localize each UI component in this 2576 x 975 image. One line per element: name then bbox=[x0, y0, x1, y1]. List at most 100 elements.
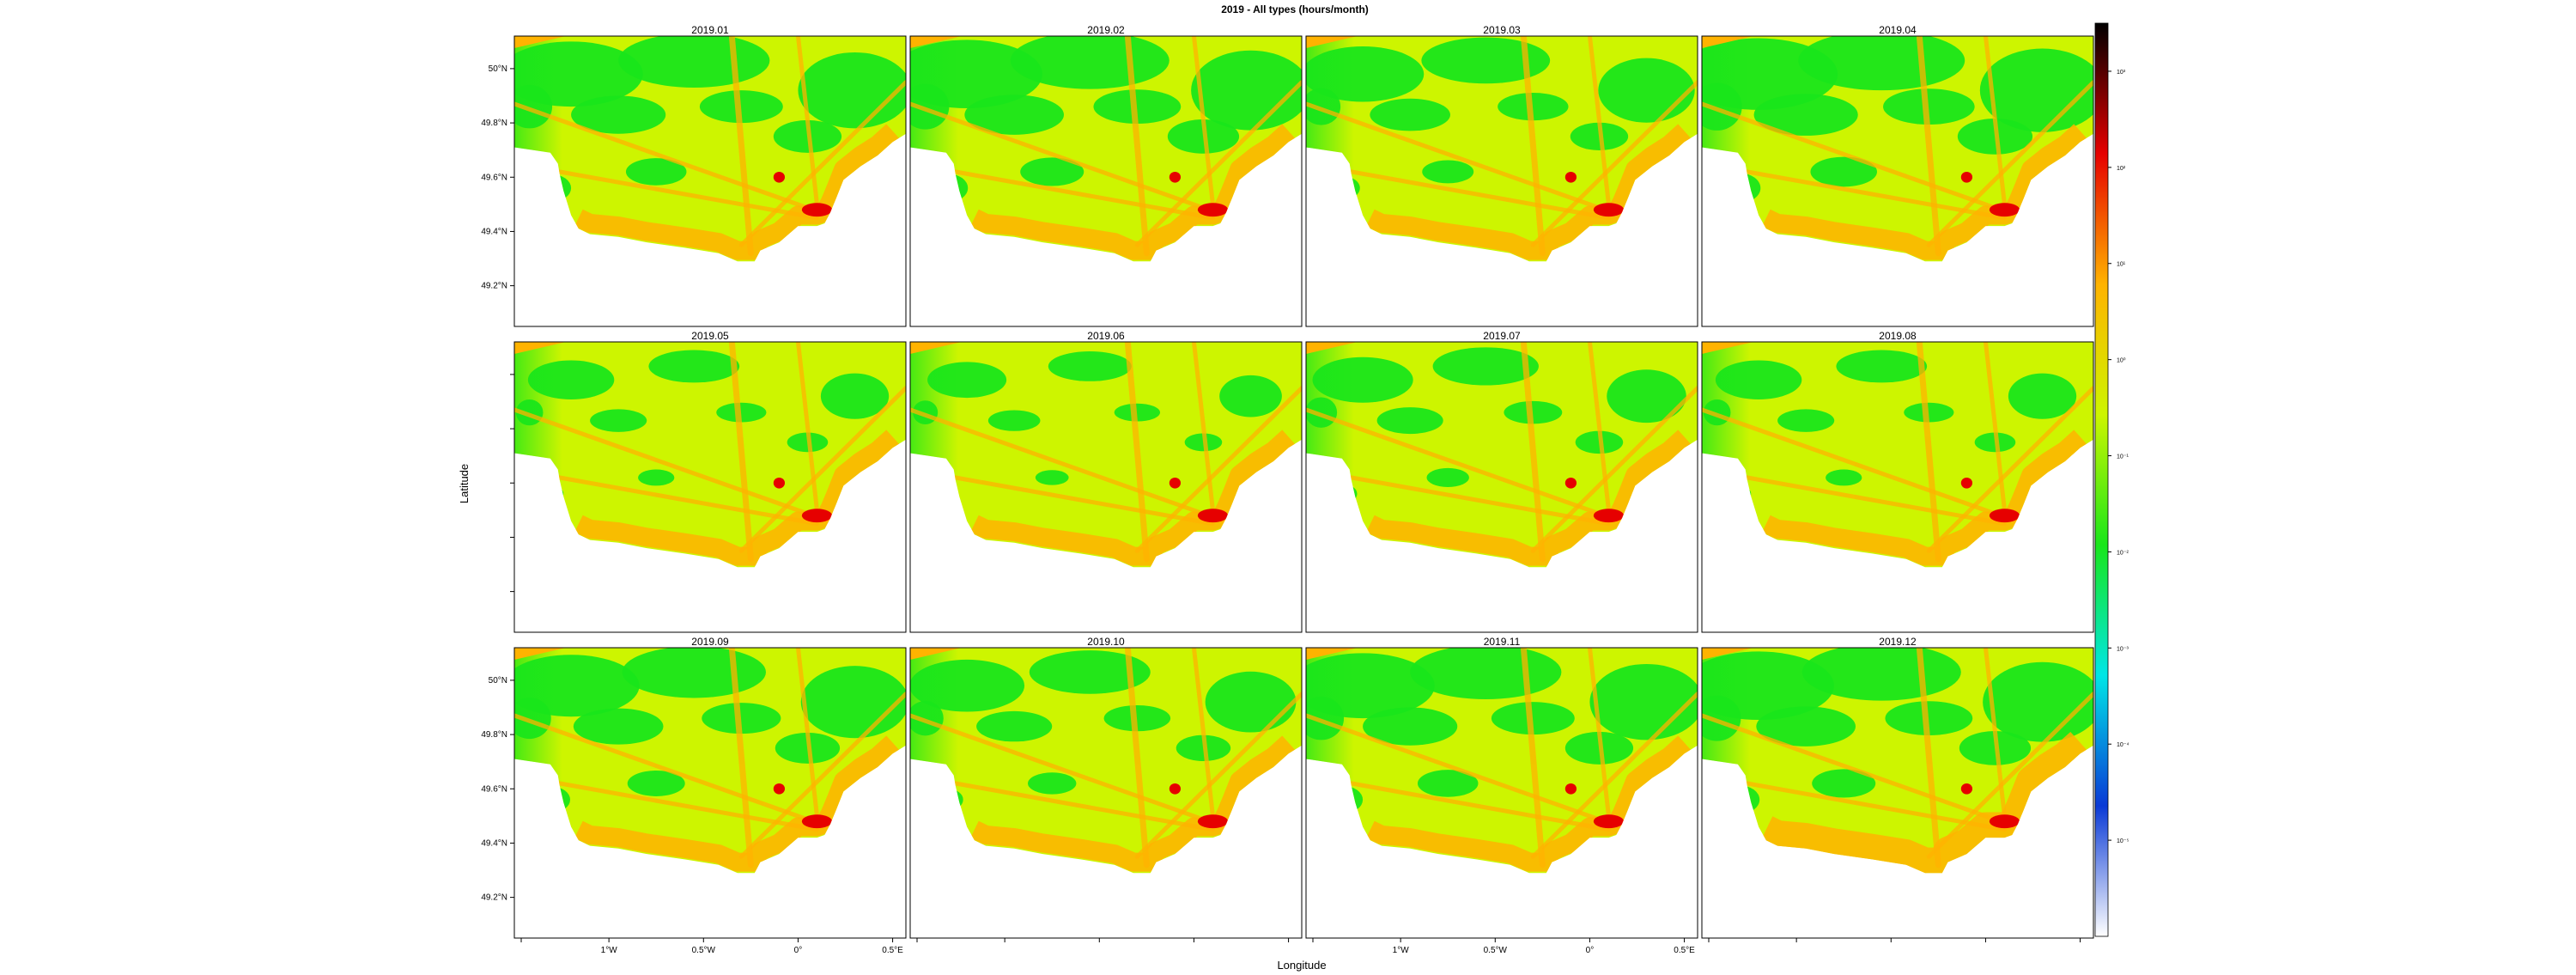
shipping-lane bbox=[738, 80, 906, 247]
sea-low-traffic bbox=[1904, 402, 1954, 423]
port-hotspot bbox=[1593, 509, 1625, 523]
shipping-lane bbox=[910, 772, 1215, 832]
coastal-traffic-band bbox=[1366, 430, 1691, 566]
axes: 50°N 49.8°N 49.6°N 49.4°N 49.2°N 50°N 49.8°N 49… bbox=[481, 64, 2081, 955]
panel-2019.12: 2019.12 bbox=[1701, 636, 2094, 939]
panel-title: 2019.02 bbox=[1087, 24, 1125, 36]
panel-2019.03: 2019.03 bbox=[1305, 24, 1698, 327]
y-tick-label: 49.6°N bbox=[481, 173, 507, 182]
port-hotspot bbox=[1960, 783, 1973, 795]
x-tick-label: 0° bbox=[794, 946, 803, 955]
shipping-lane bbox=[1134, 386, 1302, 553]
sea-low-traffic bbox=[1589, 663, 1698, 740]
shipping-lane bbox=[1191, 36, 1215, 207]
sea-low-traffic bbox=[800, 666, 906, 739]
shipping-lane bbox=[1702, 161, 2007, 221]
shipping-lane bbox=[1926, 386, 2093, 553]
shipping-lane bbox=[1306, 101, 1630, 221]
port-hotspot bbox=[1989, 509, 2020, 523]
shipping-lane bbox=[1983, 342, 2007, 513]
corner-patch bbox=[1306, 648, 1358, 660]
colorbar-tick-label: 10⁻⁴ bbox=[2117, 742, 2129, 748]
shipping-lane bbox=[1916, 36, 1941, 257]
shipping-lane bbox=[514, 161, 819, 221]
panel-title: 2019.11 bbox=[1484, 636, 1521, 648]
y-tick-label: 49.6°N bbox=[481, 784, 507, 794]
shipping-lane bbox=[728, 36, 754, 257]
shipping-lane bbox=[1306, 713, 1630, 832]
sea-low-traffic bbox=[1983, 661, 2093, 742]
sea-low-traffic bbox=[702, 703, 781, 734]
y-tick-label: 49.4°N bbox=[481, 227, 507, 236]
panel-2019.11: 2019.11 bbox=[1305, 636, 1698, 939]
port-hotspot bbox=[1197, 814, 1229, 829]
x-tick-label: 1°W bbox=[1393, 946, 1410, 955]
shipping-lane bbox=[795, 648, 819, 819]
port-hotspot bbox=[1197, 509, 1229, 523]
colorbar-tick-label: 10⁻² bbox=[2117, 550, 2129, 556]
port-hotspot bbox=[1960, 171, 1973, 183]
shipping-lane bbox=[738, 386, 906, 553]
shipping-lane bbox=[1702, 713, 2026, 832]
port-hotspot bbox=[1564, 477, 1577, 489]
shipping-lane bbox=[1983, 648, 2007, 819]
colorbar-tick-label: 10⁻³ bbox=[2117, 646, 2129, 652]
shipping-lane bbox=[1124, 342, 1150, 563]
chart-title: 2019 - All types (hours/month) bbox=[1221, 3, 1369, 15]
x-axis-label: Longitude bbox=[1277, 959, 1326, 972]
panel-2019.02: 2019.02 bbox=[909, 24, 1303, 327]
panel-frame bbox=[909, 341, 1303, 633]
sea-low-traffic bbox=[1114, 403, 1161, 422]
panel-2019.07: 2019.07 bbox=[1305, 330, 1698, 633]
x-tick-label: 0.5°E bbox=[1674, 946, 1695, 955]
x-tick-label: 0.5°W bbox=[692, 946, 716, 955]
port-hotspot bbox=[1564, 171, 1577, 183]
panel-grid: 2019.01 2019.02 2019.03 2019.04 2019.05 2019.… bbox=[513, 24, 2094, 939]
shipping-lane bbox=[1702, 407, 2026, 527]
shipping-lane bbox=[910, 466, 1215, 527]
corner-patch bbox=[910, 648, 962, 660]
panel-title: 2019.01 bbox=[691, 24, 729, 36]
colorbar-tick-label: 10² bbox=[2117, 166, 2126, 172]
panel-2019.10: 2019.10 bbox=[909, 636, 1303, 939]
port-hotspot bbox=[1989, 814, 2020, 829]
shipping-lane bbox=[1916, 342, 1941, 563]
y-tick-label: 49.2°N bbox=[481, 893, 507, 903]
colorbar-bar bbox=[2094, 22, 2109, 937]
panel-frame bbox=[909, 35, 1303, 327]
shipping-lane bbox=[514, 772, 819, 832]
port-hotspot bbox=[1564, 783, 1577, 795]
shipping-lane bbox=[514, 466, 819, 527]
port-hotspot bbox=[1593, 814, 1625, 829]
port-hotspot bbox=[773, 171, 786, 183]
shipping-lane bbox=[795, 36, 819, 207]
port-hotspot bbox=[1169, 171, 1182, 183]
shipping-lane bbox=[1530, 386, 1698, 553]
sea-low-traffic bbox=[1093, 89, 1182, 125]
sea-low-traffic bbox=[2008, 373, 2077, 419]
colorbar-tick-label: 10⁻⁵ bbox=[2117, 838, 2129, 844]
shipping-lane bbox=[1134, 80, 1302, 247]
port-hotspot bbox=[1169, 783, 1182, 795]
shipping-lane bbox=[1124, 648, 1150, 868]
panel-frame bbox=[1305, 35, 1698, 327]
coastal-traffic-band bbox=[1762, 124, 2087, 260]
panel-frame bbox=[1701, 341, 2094, 633]
coastal-traffic-band bbox=[970, 735, 1295, 872]
sea-low-traffic bbox=[1432, 347, 1539, 386]
shipping-lane bbox=[1587, 36, 1611, 207]
shipping-lane bbox=[1191, 648, 1215, 819]
corner-patch bbox=[910, 36, 962, 48]
shipping-lane bbox=[1124, 36, 1150, 257]
corner-patch bbox=[1306, 36, 1358, 48]
port-hotspot bbox=[801, 814, 833, 829]
shipping-lane bbox=[728, 648, 754, 868]
shipping-lane bbox=[795, 342, 819, 513]
shipping-lane bbox=[1587, 342, 1611, 513]
port-hotspot bbox=[1989, 203, 2020, 217]
sea-low-traffic bbox=[1885, 701, 1973, 736]
y-tick-label: 49.8°N bbox=[481, 730, 507, 740]
sea-low-traffic bbox=[699, 90, 783, 124]
panel-2019.05: 2019.05 bbox=[513, 330, 907, 633]
